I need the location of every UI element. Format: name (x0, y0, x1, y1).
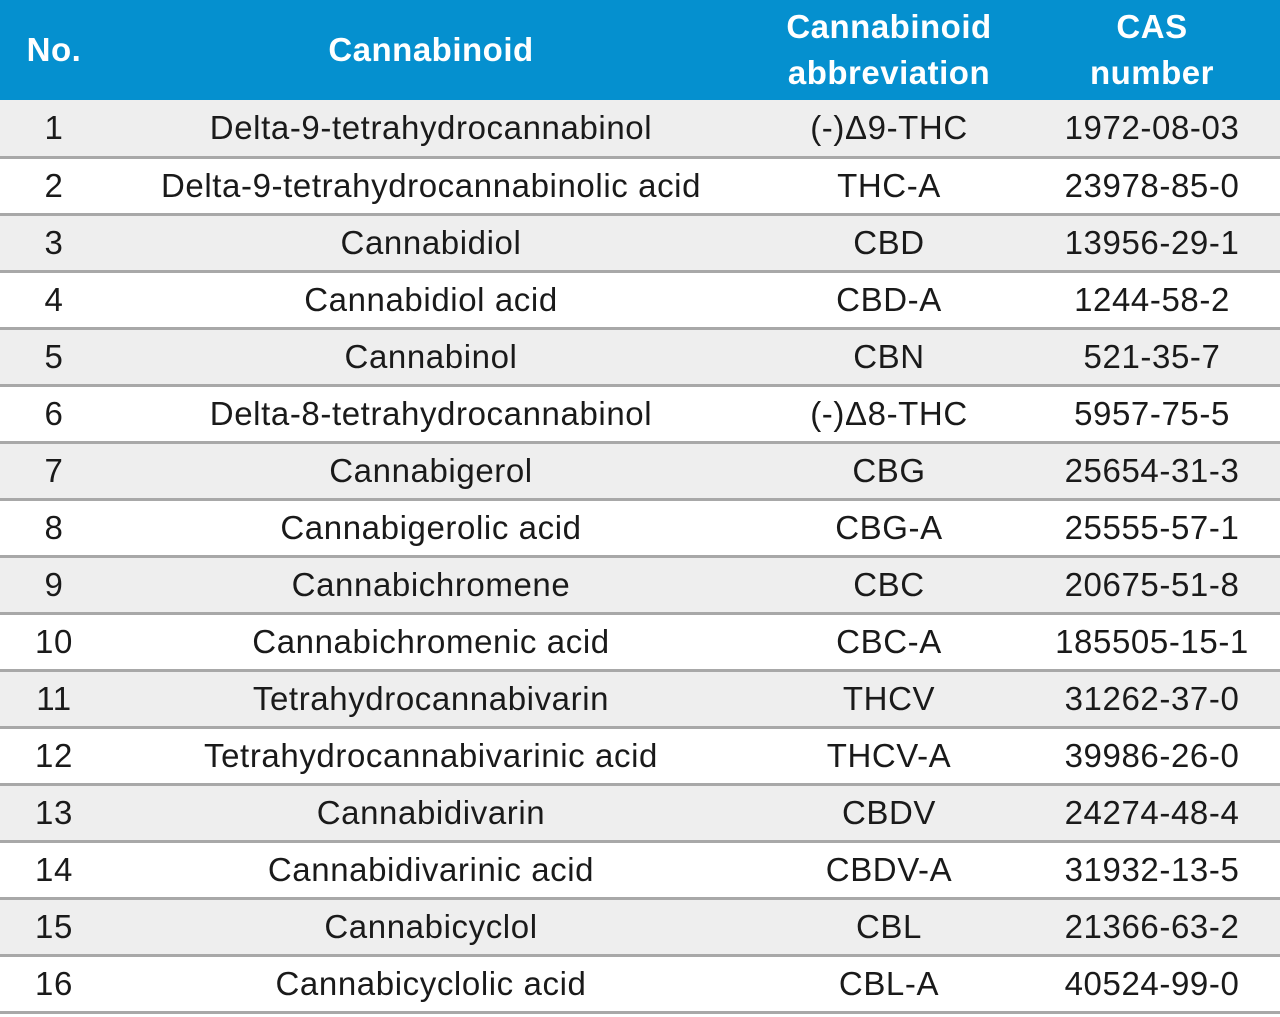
cell-abbreviation: THCV-A (826, 736, 952, 774)
table-row: 16 Cannabicyclolic acid CBL-A 40524-99-0 (0, 955, 1280, 1012)
table-row: 8 Cannabigerolic acid CBG-A 25555-57-1 (0, 499, 1280, 556)
cell-cannabinoid: Cannabicyclolic acid (275, 964, 587, 1002)
cell-abbreviation: CBD-A (836, 280, 942, 318)
cell-cannabinoid: Tetrahydrocannabivarinic acid (204, 736, 658, 774)
cell-cas-number: 23978-85-0 (1064, 166, 1240, 204)
cell-no: 6 (44, 394, 64, 432)
table-header: No. Cannabinoid Cannabinoid abbreviation… (0, 0, 1280, 100)
cell-cannabinoid: Cannabinol (344, 337, 518, 375)
table-row: 1 Delta-9-tetrahydrocannabinol (-)Δ9-THC 19… (0, 100, 1280, 157)
cell-cannabinoid: Delta-9-tetrahydrocannabinolic acid (160, 166, 702, 204)
table-row: 11 Tetrahydrocannabivarin THCV 31262-37-0 (0, 670, 1280, 727)
cell-cas-number: 185505-15-1 (1055, 622, 1249, 660)
cell-abbreviation: THCV (842, 679, 936, 717)
header-row: No. Cannabinoid Cannabinoid abbreviation… (0, 0, 1280, 100)
cell-cannabinoid: Cannabichromenic acid (252, 622, 610, 660)
cell-cas-number: 25555-57-1 (1064, 508, 1240, 546)
cell-cannabinoid: Cannabichromene (291, 565, 571, 603)
header-abbreviation: Cannabinoid abbreviation (754, 0, 1024, 100)
cell-abbreviation: CBG-A (835, 508, 943, 546)
cell-no: 16 (35, 964, 73, 1002)
cell-abbreviation: CBDV-A (825, 850, 953, 888)
cell-cannabinoid: Delta-8-tetrahydrocannabinol (209, 394, 653, 432)
cell-cannabinoid: Cannabidivarinic acid (267, 850, 595, 888)
cell-cannabinoid: Cannabigerol (329, 451, 533, 489)
cell-cas-number: 1972-08-03 (1064, 108, 1240, 146)
cell-abbreviation: THC-A (837, 166, 941, 204)
cell-no: 15 (35, 907, 73, 945)
cell-cannabinoid: Tetrahydrocannabivarin (252, 679, 610, 717)
cell-no: 8 (44, 508, 64, 546)
table-row: 5 Cannabinol CBN 521-35-7 (0, 328, 1280, 385)
cell-no: 1 (44, 108, 64, 146)
cell-abbreviation: CBD (853, 223, 925, 261)
cell-abbreviation: CBC (853, 565, 925, 603)
cell-abbreviation: CBL (856, 907, 922, 945)
cell-cas-number: 31932-13-5 (1064, 850, 1240, 888)
cell-cas-number: 31262-37-0 (1064, 679, 1240, 717)
table-row: 3 Cannabidiol CBD 13956-29-1 (0, 214, 1280, 271)
cell-abbreviation: CBG (852, 451, 926, 489)
cell-cannabinoid: Cannabicyclol (324, 907, 538, 945)
cell-abbreviation: (-)Δ8-THC (810, 394, 968, 432)
cell-cannabinoid: Cannabidivarin (316, 793, 546, 831)
cell-no: 5 (44, 337, 64, 375)
cell-no: 13 (35, 793, 73, 831)
header-cas-line1: CAS (1116, 8, 1188, 45)
cell-cas-number: 21366-63-2 (1064, 907, 1240, 945)
cell-abbreviation: CBL-A (838, 964, 940, 1002)
table-row: 2 Delta-9-tetrahydrocannabinolic acid THC-… (0, 157, 1280, 214)
cell-abbreviation: CBC-A (836, 622, 942, 660)
table-row: 10 Cannabichromenic acid CBC-A 185505-15-1 (0, 613, 1280, 670)
cell-cas-number: 5957-75-5 (1074, 394, 1230, 432)
cell-abbreviation: CBDV (841, 793, 937, 831)
cell-no: 10 (35, 622, 73, 660)
cell-no: 7 (44, 451, 64, 489)
cell-cannabinoid: Delta-9-tetrahydrocannabinol (209, 108, 653, 146)
cell-cas-number: 25654-31-3 (1064, 451, 1240, 489)
cell-cas-number: 40524-99-0 (1064, 964, 1240, 1002)
header-cas-line2: number (1089, 54, 1214, 91)
cell-cannabinoid: Cannabidiol acid (304, 280, 558, 318)
cell-no: 11 (36, 679, 72, 717)
table-row: 7 Cannabigerol CBG 25654-31-3 (0, 442, 1280, 499)
header-no: No. (26, 31, 82, 68)
cell-no: 14 (35, 850, 73, 888)
cell-cas-number: 39986-26-0 (1064, 736, 1240, 774)
cell-cannabinoid: Cannabigerolic acid (280, 508, 582, 546)
header-cas: CAS number (1024, 0, 1280, 100)
cell-cas-number: 20675-51-8 (1064, 565, 1240, 603)
cell-no: 9 (44, 565, 64, 603)
table-body: 1 Delta-9-tetrahydrocannabinol (-)Δ9-THC 19… (0, 100, 1280, 1012)
header-abbreviation-line2: abbreviation (787, 54, 991, 91)
table-row: 13 Cannabidivarin CBDV 24274-48-4 (0, 784, 1280, 841)
cell-cannabinoid: Cannabidiol (340, 223, 522, 261)
header-abbreviation-line1: Cannabinoid (786, 8, 992, 45)
table-row: 15 Cannabicyclol CBL 21366-63-2 (0, 898, 1280, 955)
cell-cas-number: 13956-29-1 (1064, 223, 1240, 261)
table-row: 12 Tetrahydrocannabivarinic acid THCV-A 399… (0, 727, 1280, 784)
cell-abbreviation: CBN (853, 337, 925, 375)
table-row: 4 Cannabidiol acid CBD-A 1244-58-2 (0, 271, 1280, 328)
table-row: 6 Delta-8-tetrahydrocannabinol (-)Δ8-THC 59… (0, 385, 1280, 442)
cell-cas-number: 1244-58-2 (1074, 280, 1230, 318)
cell-cas-number: 24274-48-4 (1064, 793, 1240, 831)
cell-no: 3 (44, 223, 64, 261)
cell-no: 4 (44, 280, 64, 318)
header-cannabinoid: Cannabinoid (328, 31, 534, 68)
cell-no: 12 (35, 736, 73, 774)
cell-abbreviation: (-)Δ9-THC (810, 108, 968, 146)
table-row: 14 Cannabidivarinic acid CBDV-A 31932-13-5 (0, 841, 1280, 898)
cell-no: 2 (44, 166, 64, 204)
cell-cas-number: 521-35-7 (1083, 337, 1221, 375)
table-row: 9 Cannabichromene CBC 20675-51-8 (0, 556, 1280, 613)
